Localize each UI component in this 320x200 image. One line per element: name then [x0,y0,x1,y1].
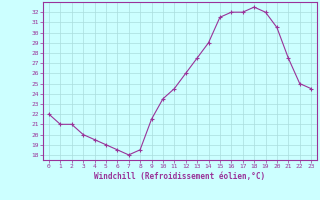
X-axis label: Windchill (Refroidissement éolien,°C): Windchill (Refroidissement éolien,°C) [94,172,266,181]
